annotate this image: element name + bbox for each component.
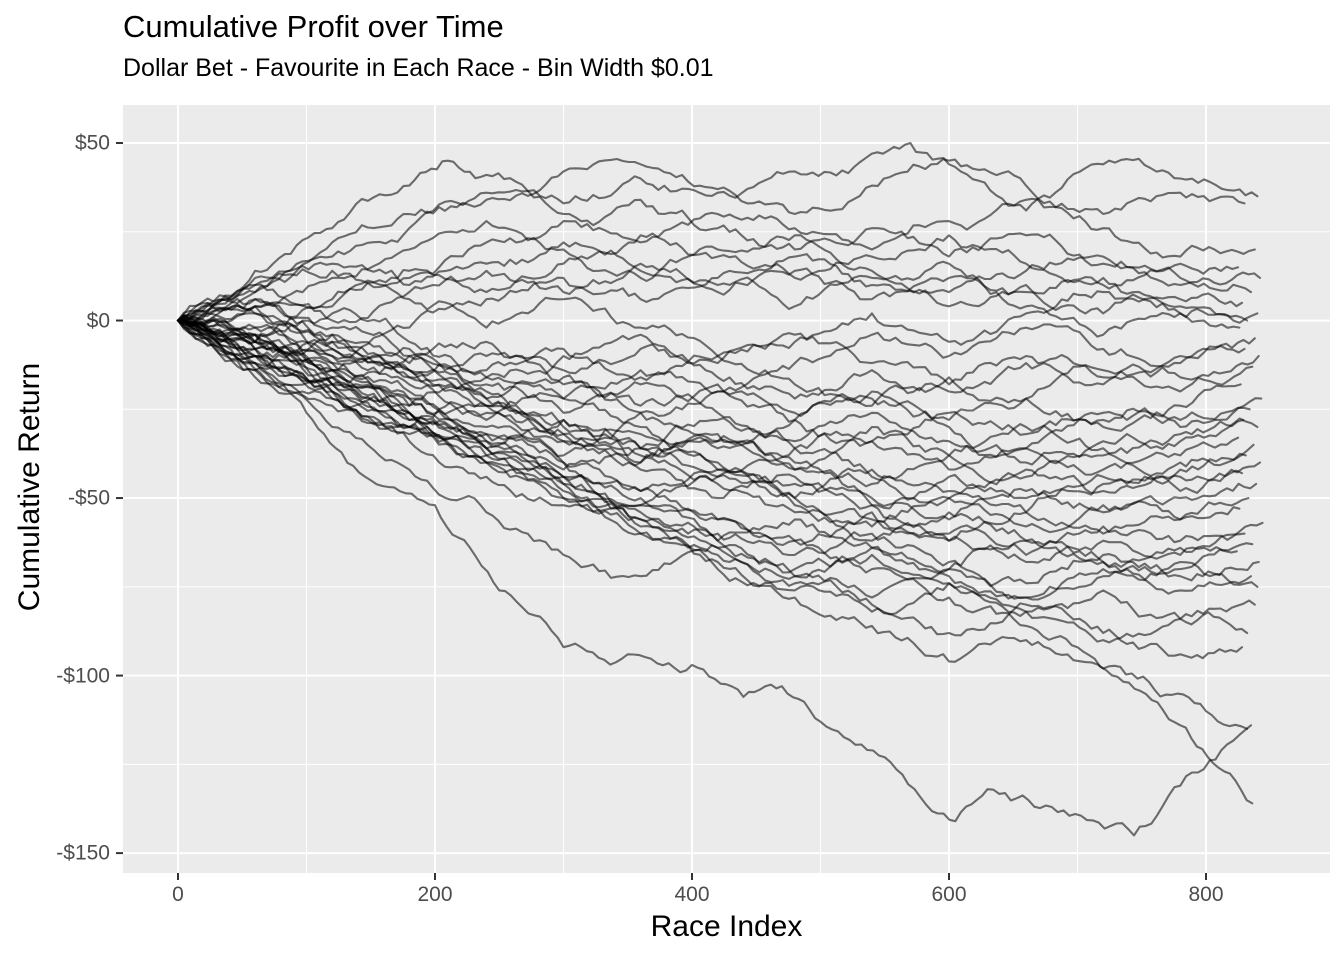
series-line (176, 319, 1244, 660)
series-line (176, 232, 1240, 345)
series-line (176, 319, 1253, 837)
x-tick-label: 200 (417, 883, 453, 906)
series-line (176, 319, 1264, 556)
series-line (176, 307, 1263, 447)
series-line (176, 298, 1245, 466)
series-line (176, 317, 1251, 458)
axis-ticks (116, 141, 1207, 880)
series-line (176, 141, 1259, 322)
x-tick-label: 0 (172, 883, 184, 906)
y-tick-label: -$50 (67, 486, 110, 510)
y-tick-label: $0 (86, 309, 110, 333)
series-line (176, 241, 1241, 338)
series-line (176, 317, 1242, 425)
series-line (176, 317, 1244, 510)
y-tick-label: $50 (74, 131, 110, 155)
series-line (176, 318, 1246, 568)
series-line (176, 312, 1258, 521)
series-line (176, 268, 1254, 393)
series-line (176, 318, 1249, 730)
series-line (176, 319, 1259, 600)
series-line (176, 317, 1240, 476)
series-line (176, 157, 1246, 322)
x-tick-label: 600 (931, 883, 967, 906)
series-lines (176, 141, 1264, 837)
chart-title: Cumulative Profit over Time (123, 9, 504, 44)
x-axis-title: Race Index (650, 910, 803, 943)
series-line (176, 260, 1259, 325)
series-line (176, 197, 1256, 322)
y-tick-label: -$150 (56, 841, 110, 865)
series-line (176, 319, 1249, 644)
series-line (176, 314, 1254, 564)
series-line (176, 302, 1246, 400)
y-tick-label: -$100 (56, 664, 110, 688)
x-tick-label: 800 (1188, 883, 1224, 906)
series-line (176, 188, 1253, 322)
x-tick-label: 400 (674, 883, 710, 906)
series-line (176, 319, 1250, 534)
chart-subtitle: Dollar Bet - Favourite in Each Race - Bi… (123, 54, 714, 82)
series-line (176, 316, 1260, 588)
series-line (176, 319, 1254, 805)
